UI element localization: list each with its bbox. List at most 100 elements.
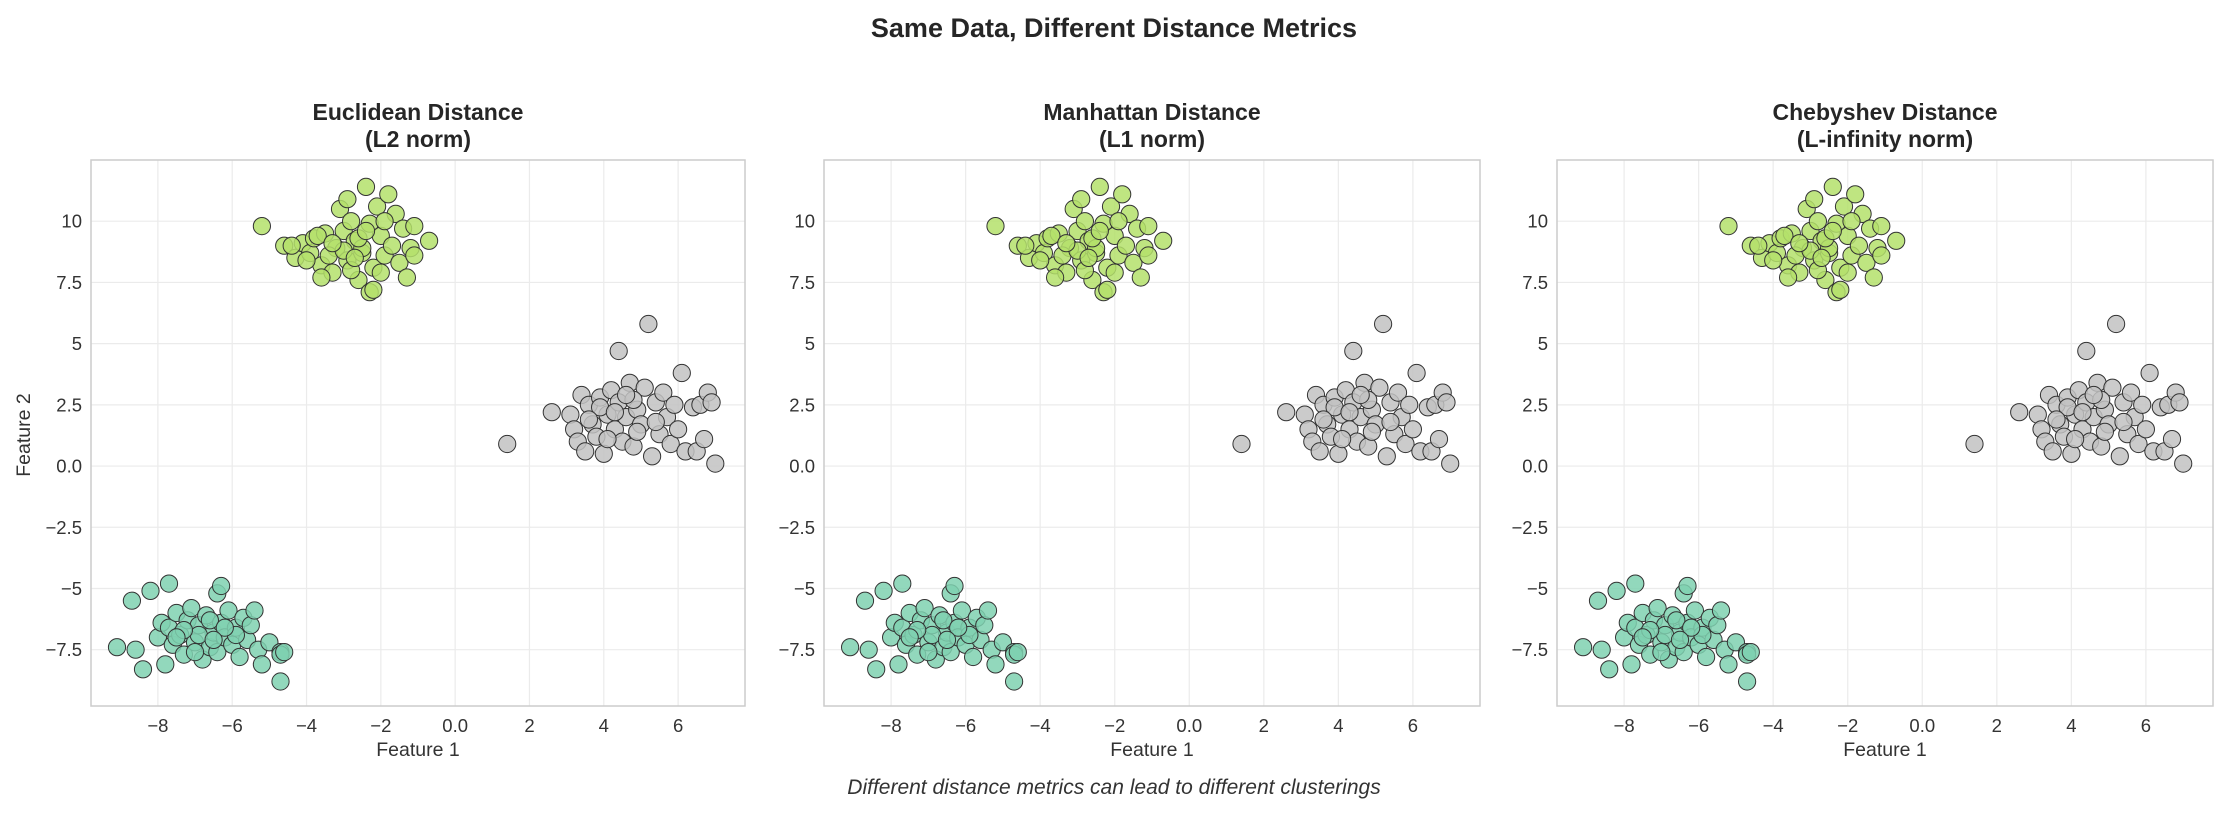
data-point <box>1749 236 1768 255</box>
data-point <box>1079 248 1098 267</box>
plot-frame <box>823 159 1481 707</box>
data-point <box>405 217 424 236</box>
data-point <box>1351 385 1370 405</box>
data-point <box>215 618 234 637</box>
x-tick-label: 4 <box>2066 715 2076 736</box>
data-point <box>635 378 654 397</box>
data-point <box>1764 251 1783 270</box>
data-point <box>1574 638 1593 657</box>
y-tick-label: 10 <box>61 211 82 232</box>
panel-title-line2: (L2 norm) <box>365 126 471 152</box>
plot-frame <box>1556 159 2214 707</box>
x-tick-label: −2 <box>1837 715 1858 736</box>
data-point <box>252 655 271 674</box>
data-point <box>2121 383 2141 402</box>
y-tick-label: 10 <box>1527 211 1548 232</box>
y-tick-label: 10 <box>794 211 815 232</box>
y-tick-label: −2.5 <box>778 517 815 538</box>
data-point <box>617 385 636 405</box>
data-point <box>672 363 691 383</box>
data-point <box>498 434 517 454</box>
data-point <box>1588 591 1608 610</box>
y-tick-label: −7.5 <box>1511 639 1548 660</box>
data-point <box>915 599 934 618</box>
data-point <box>654 383 673 402</box>
x-tick-label: −2 <box>1104 715 1125 736</box>
data-point <box>576 442 595 461</box>
x-tick-label: −8 <box>881 715 902 736</box>
data-point <box>1741 643 1760 662</box>
data-point <box>1370 378 1389 397</box>
data-point <box>2084 385 2103 405</box>
data-point <box>1682 618 1701 637</box>
data-point <box>1838 263 1857 282</box>
data-point <box>1872 217 1891 236</box>
data-point <box>1090 177 1109 196</box>
data-point <box>1846 185 1865 204</box>
y-tick-label: 2.5 <box>56 394 82 415</box>
data-point <box>1333 430 1352 449</box>
data-point <box>919 643 938 662</box>
data-point <box>167 628 186 647</box>
y-axis-label: Feature 2 <box>13 393 35 476</box>
data-point <box>1812 248 1831 267</box>
data-point <box>1090 221 1109 241</box>
data-point <box>271 672 290 691</box>
data-point <box>1005 672 1024 691</box>
y-tick-label: −5 <box>61 578 82 599</box>
x-tick-label: 0.0 <box>1176 715 1202 736</box>
y-tick-label: −2.5 <box>45 517 82 538</box>
x-tick-label: 2 <box>1992 715 2002 736</box>
data-point <box>2066 430 2085 449</box>
data-point <box>855 591 875 610</box>
data-point <box>159 574 179 593</box>
data-point <box>945 576 964 596</box>
panel-manhattan: Manhattan Distance (L1 norm) Feature 1 −… <box>778 99 1481 761</box>
x-tick-label: −4 <box>296 715 317 736</box>
panel-title-line1: Chebyshev Distance <box>1773 99 1998 125</box>
data-point <box>2077 341 2096 361</box>
tick-labels: −8 −6 −4 −2 0.0 2 4 6 −7.5 −5 −2.5 0.0 2.5 5 7.5 10 <box>778 211 1418 736</box>
data-point <box>230 647 249 667</box>
data-point <box>1779 268 1798 287</box>
data-point <box>1685 601 1705 620</box>
data-point <box>297 251 316 270</box>
data-point <box>579 410 599 429</box>
data-point <box>1622 655 1641 674</box>
data-point <box>1057 234 1076 253</box>
data-point <box>646 412 665 432</box>
data-point <box>1719 655 1738 674</box>
data-point <box>156 655 175 674</box>
data-point <box>665 395 684 414</box>
y-tick-label: −7.5 <box>45 639 82 660</box>
y-tick-label: −5 <box>1527 578 1548 599</box>
x-tick-label: 6 <box>2141 715 2151 736</box>
data-point <box>368 197 387 216</box>
y-tick-label: 0.0 <box>56 456 82 477</box>
data-point <box>1592 640 1611 659</box>
data-point <box>397 268 416 287</box>
data-point <box>2162 430 2182 449</box>
scatter-points <box>107 177 725 691</box>
data-point <box>1031 251 1050 270</box>
data-point <box>964 647 983 667</box>
data-point <box>1072 190 1091 209</box>
data-point <box>695 430 714 449</box>
data-point <box>841 638 860 657</box>
data-point <box>661 434 680 454</box>
data-point <box>282 236 301 255</box>
data-point <box>375 212 394 231</box>
data-point <box>2133 395 2152 414</box>
data-point <box>2010 403 2029 422</box>
data-point <box>1790 234 1809 253</box>
data-point <box>1429 430 1449 449</box>
data-point <box>1310 442 1329 461</box>
data-point <box>542 403 561 422</box>
data-point <box>1154 231 1173 250</box>
data-point <box>308 226 327 245</box>
data-point <box>133 660 153 679</box>
data-point <box>1441 454 1460 473</box>
data-point <box>2140 363 2159 383</box>
data-point <box>1098 280 1117 299</box>
